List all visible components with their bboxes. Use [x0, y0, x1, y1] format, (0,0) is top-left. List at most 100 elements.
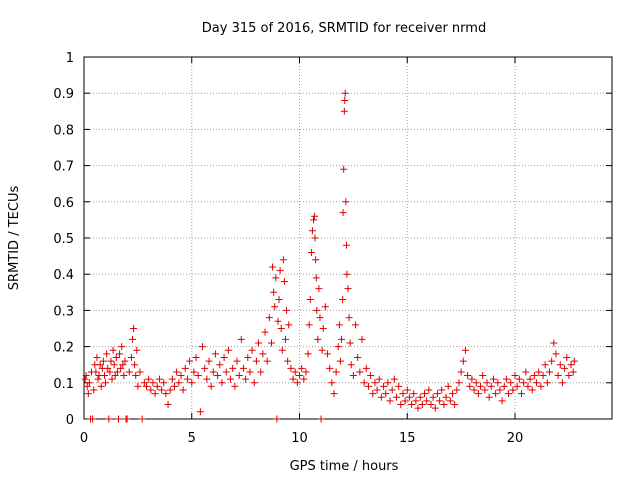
data-point	[340, 165, 348, 173]
data-point	[405, 393, 413, 401]
data-point	[539, 372, 547, 380]
data-point	[96, 361, 104, 369]
data-point	[395, 382, 403, 390]
data-point	[132, 372, 140, 380]
data-point	[352, 321, 360, 329]
data-point	[477, 382, 485, 390]
data-point	[162, 390, 170, 398]
data-point	[520, 379, 528, 387]
y-tick-label: 1	[66, 51, 74, 66]
data-point	[125, 368, 133, 376]
data-point	[349, 372, 357, 380]
data-point	[194, 372, 202, 380]
x-tick-label: 0	[80, 431, 88, 446]
data-point	[133, 346, 141, 354]
data-point	[565, 372, 573, 380]
data-point	[316, 314, 324, 322]
data-point	[145, 375, 153, 383]
y-tick-label: 0	[66, 413, 74, 428]
data-point	[305, 321, 313, 329]
data-point	[339, 296, 347, 304]
data-point	[117, 364, 125, 372]
data-point	[569, 368, 577, 376]
data-point	[307, 248, 315, 256]
data-point	[97, 382, 105, 390]
data-point	[134, 382, 142, 390]
data-point	[275, 296, 283, 304]
data-point	[116, 350, 124, 358]
data-point	[250, 379, 258, 387]
data-point	[451, 401, 459, 409]
data-point	[362, 364, 370, 372]
data-point	[459, 357, 467, 365]
data-point	[425, 386, 433, 394]
data-point	[130, 325, 138, 332]
data-point	[343, 270, 351, 278]
data-point	[388, 386, 396, 394]
data-point	[311, 212, 319, 220]
y-tick-label: 0.2	[53, 341, 74, 356]
data-point	[522, 368, 530, 376]
data-point	[421, 390, 429, 398]
data-point	[328, 379, 336, 387]
data-point	[326, 364, 334, 372]
data-point	[120, 372, 128, 380]
data-point	[222, 368, 230, 376]
data-point	[306, 296, 314, 304]
data-point	[100, 372, 108, 380]
data-point	[84, 390, 92, 398]
y-tick-label: 0.7	[53, 160, 74, 175]
data-point	[261, 328, 269, 336]
data-point	[151, 390, 159, 398]
data-point	[119, 361, 127, 369]
data-point	[149, 379, 157, 387]
data-point	[308, 227, 316, 235]
data-point	[505, 390, 513, 398]
data-point	[507, 379, 515, 387]
data-point	[336, 357, 344, 365]
data-point	[537, 382, 545, 390]
data-point	[341, 96, 349, 104]
data-point	[131, 361, 139, 369]
data-point	[108, 375, 116, 383]
data-point	[550, 339, 558, 347]
data-point	[528, 386, 536, 394]
data-point	[127, 353, 135, 361]
data-point	[375, 375, 383, 383]
data-point	[237, 335, 245, 343]
data-point	[201, 364, 209, 372]
data-point	[278, 346, 286, 354]
data-point	[403, 386, 411, 394]
data-point	[556, 361, 564, 369]
data-point	[277, 325, 285, 332]
data-point	[123, 415, 131, 423]
data-point	[89, 415, 97, 423]
data-point	[412, 397, 420, 405]
data-point	[418, 401, 426, 409]
data-point	[496, 386, 504, 394]
data-point	[472, 379, 480, 387]
data-point	[358, 335, 366, 343]
x-tick-label: 10	[291, 431, 308, 446]
data-point	[339, 209, 347, 217]
y-tick-label: 0.1	[53, 377, 74, 392]
data-point	[85, 379, 93, 387]
data-point	[105, 415, 113, 423]
data-point	[190, 368, 198, 376]
data-point	[252, 357, 260, 365]
data-point	[239, 364, 247, 372]
data-point	[263, 357, 271, 365]
data-point	[83, 382, 91, 390]
data-point	[511, 372, 519, 380]
data-point	[233, 357, 241, 365]
data-point	[457, 368, 465, 376]
data-point	[410, 390, 418, 398]
data-point	[380, 382, 388, 390]
data-point	[138, 415, 146, 423]
data-point	[397, 401, 405, 409]
data-point	[444, 382, 452, 390]
data-point	[345, 314, 353, 322]
data-point	[438, 386, 446, 394]
data-point	[160, 379, 168, 387]
data-point	[344, 285, 352, 293]
